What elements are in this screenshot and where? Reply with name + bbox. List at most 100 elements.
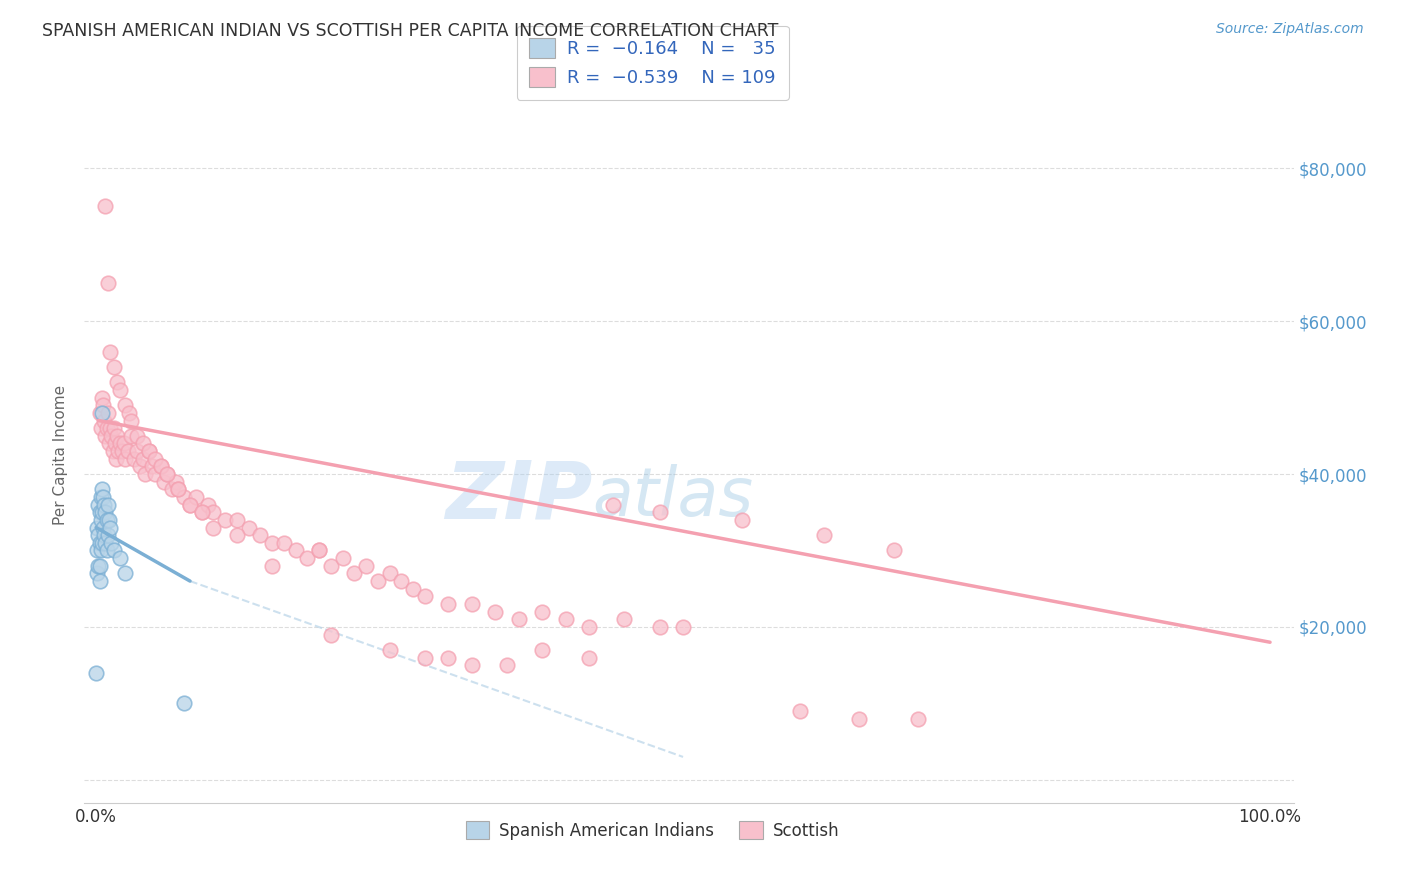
Point <box>91 406 114 420</box>
Point <box>103 359 125 374</box>
Point <box>153 475 176 489</box>
Point <box>132 451 155 466</box>
Point <box>308 543 330 558</box>
Point <box>413 650 436 665</box>
Point <box>308 543 330 558</box>
Point <box>96 421 118 435</box>
Point <box>165 475 187 489</box>
Point <box>531 643 554 657</box>
Point <box>91 490 114 504</box>
Point <box>173 490 195 504</box>
Point <box>97 406 120 420</box>
Point <box>90 513 112 527</box>
Point <box>120 429 142 443</box>
Point <box>813 528 835 542</box>
Point <box>100 429 122 443</box>
Point <box>672 620 695 634</box>
Text: SPANISH AMERICAN INDIAN VS SCOTTISH PER CAPITA INCOME CORRELATION CHART: SPANISH AMERICAN INDIAN VS SCOTTISH PER … <box>42 22 779 40</box>
Point <box>122 451 145 466</box>
Point <box>90 421 112 435</box>
Point <box>554 612 576 626</box>
Point <box>114 451 136 466</box>
Point <box>437 650 460 665</box>
Point <box>202 520 225 534</box>
Point <box>262 558 284 573</box>
Point <box>238 520 260 534</box>
Point <box>93 528 115 542</box>
Point <box>94 199 117 213</box>
Point <box>143 467 166 481</box>
Point <box>413 590 436 604</box>
Point <box>118 406 141 420</box>
Point <box>190 505 212 519</box>
Point <box>141 459 163 474</box>
Point <box>103 543 125 558</box>
Point <box>437 597 460 611</box>
Point <box>343 566 366 581</box>
Point <box>87 558 110 573</box>
Point <box>91 505 114 519</box>
Point <box>86 566 108 581</box>
Point <box>105 376 128 390</box>
Point <box>91 483 114 497</box>
Point <box>84 665 107 680</box>
Legend: Spanish American Indians, Scottish: Spanish American Indians, Scottish <box>460 814 846 847</box>
Point <box>297 551 319 566</box>
Point <box>103 421 125 435</box>
Point <box>613 612 636 626</box>
Point <box>128 459 150 474</box>
Point <box>214 513 236 527</box>
Point <box>226 528 249 542</box>
Point <box>89 558 111 573</box>
Point <box>402 582 425 596</box>
Point <box>184 490 207 504</box>
Point <box>496 658 519 673</box>
Point <box>91 398 114 412</box>
Point <box>149 459 172 474</box>
Point <box>907 712 929 726</box>
Point <box>89 536 111 550</box>
Point <box>114 566 136 581</box>
Point <box>731 513 754 527</box>
Point <box>91 520 114 534</box>
Point <box>162 483 184 497</box>
Point <box>107 444 129 458</box>
Point <box>89 406 111 420</box>
Point <box>94 536 117 550</box>
Point <box>319 627 342 641</box>
Point <box>155 467 177 481</box>
Point <box>111 444 134 458</box>
Point <box>104 436 127 450</box>
Point <box>90 543 112 558</box>
Point <box>789 704 811 718</box>
Point <box>138 444 160 458</box>
Point <box>197 498 219 512</box>
Point <box>848 712 870 726</box>
Point <box>93 498 115 512</box>
Point <box>367 574 389 588</box>
Point <box>284 543 307 558</box>
Point <box>461 597 484 611</box>
Point <box>97 528 120 542</box>
Point <box>96 543 118 558</box>
Point <box>94 505 117 519</box>
Point <box>97 276 120 290</box>
Point <box>86 543 108 558</box>
Point <box>91 536 114 550</box>
Point <box>461 658 484 673</box>
Y-axis label: Per Capita Income: Per Capita Income <box>53 384 69 525</box>
Point <box>226 513 249 527</box>
Point <box>100 536 122 550</box>
Point <box>132 436 155 450</box>
Point <box>117 444 139 458</box>
Point <box>108 436 131 450</box>
Text: ZIP: ZIP <box>444 458 592 536</box>
Point <box>149 459 172 474</box>
Point <box>97 498 120 512</box>
Point <box>190 505 212 519</box>
Point <box>93 413 115 427</box>
Point <box>531 605 554 619</box>
Point <box>112 436 135 450</box>
Point <box>98 436 121 450</box>
Point <box>138 444 160 458</box>
